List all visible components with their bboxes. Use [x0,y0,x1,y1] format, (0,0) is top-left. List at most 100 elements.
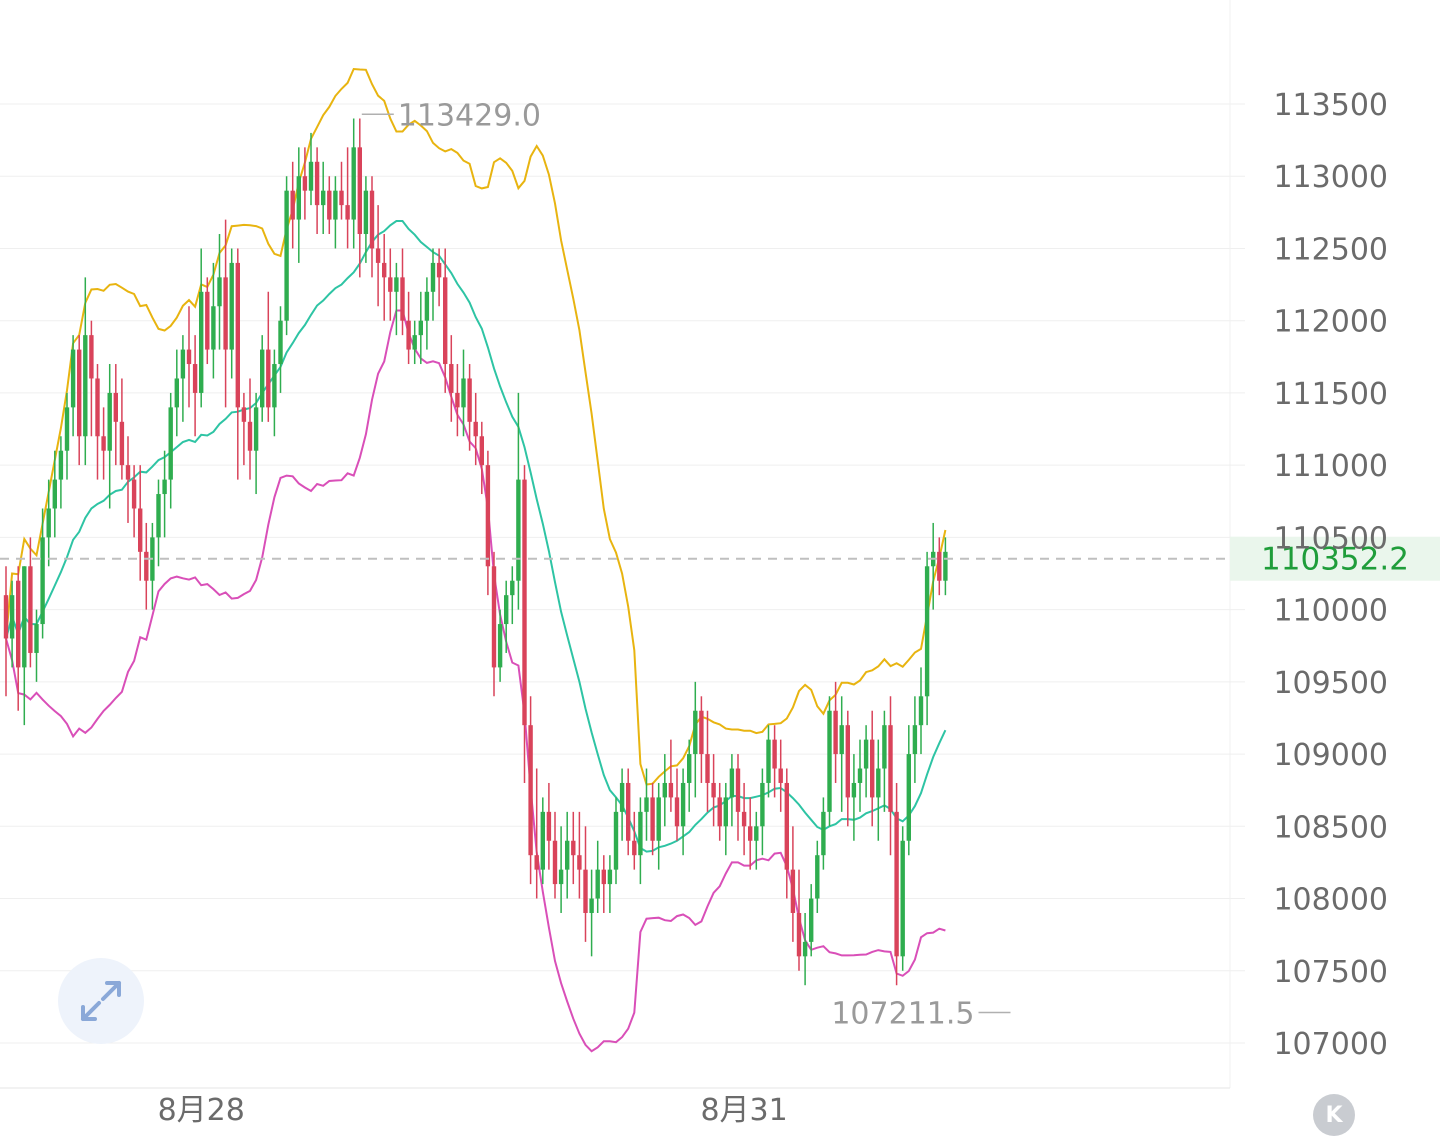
candle [455,364,460,437]
candle [333,176,338,249]
candle [735,754,741,841]
candle [327,176,332,235]
candle [894,782,899,986]
candle [52,450,57,538]
candle [650,782,655,856]
candle [9,580,15,668]
candle [77,335,82,466]
candle [680,768,686,856]
candle [461,349,466,437]
candle [34,609,39,682]
candle [150,522,155,610]
low-annotation-label: 107211.5 [831,996,974,1031]
candle [125,436,131,523]
candle [754,811,759,870]
candle [668,739,674,812]
candle [937,537,942,596]
candle [918,667,924,755]
candle [382,234,387,321]
candle [504,580,509,653]
y-tick-label-2: 112500 [1273,232,1388,267]
candle [772,725,777,798]
candle [266,291,271,422]
candle [174,349,179,437]
candle [522,465,527,783]
current-price-line: 110352.2 [0,536,1440,581]
candle [229,248,234,379]
candle [638,797,643,885]
candle [845,710,850,827]
candle [260,335,265,422]
candle [192,335,198,437]
candle [418,291,423,365]
expand-arrows-icon [81,981,121,1021]
candle [40,508,45,639]
candle [583,826,588,942]
candle [857,739,863,812]
candle [870,710,875,827]
candle [607,855,613,913]
candle [741,782,747,856]
y-tick-label-0: 113500 [1273,88,1388,123]
k-line-toggle-button[interactable]: K [1313,1094,1355,1136]
candle [162,450,167,538]
y-tick-label-13: 107000 [1273,1027,1388,1062]
candle [64,392,70,480]
y-tick-label-10: 108500 [1273,810,1388,845]
candle [70,335,76,437]
candle [796,869,802,971]
candle [833,681,838,783]
high-low-annotations: 113429.0 107211.5 [361,98,1011,1031]
candle [107,364,112,509]
candle [211,262,216,379]
candle [296,147,301,263]
bollinger-upper-line [5,67,947,786]
candle [412,320,417,365]
candle [449,335,454,422]
candle [89,320,94,437]
candle [363,176,369,263]
y-tick-label-3: 112000 [1273,305,1388,340]
current-price-label: 110352.2 [1261,542,1409,578]
candle [314,147,320,235]
y-tick-label-9: 109000 [1273,738,1388,773]
candle [802,912,808,986]
candle [400,248,405,336]
candle [369,176,375,278]
candle [851,754,857,841]
candle [766,725,771,798]
candle [912,696,918,783]
candle [253,392,259,495]
y-tick-label-12: 107500 [1273,955,1388,990]
candle [430,248,436,321]
candle [546,782,552,870]
candle [186,306,192,408]
candle [729,754,735,827]
candle [876,739,881,841]
candle [711,754,716,827]
candle [119,378,125,480]
candle [156,479,161,567]
candle [479,421,484,495]
candle [357,118,362,278]
candle [58,436,64,509]
candle [351,118,356,249]
candle [900,826,905,971]
candle [571,811,576,885]
candle [888,696,893,856]
candle [699,696,704,783]
candle [632,811,637,870]
candle [290,161,295,249]
candle [199,248,204,408]
expand-button[interactable] [58,958,144,1044]
grid-lines [0,0,1245,1089]
candle [644,768,649,841]
candle [278,306,283,393]
candle [485,450,491,596]
candle [662,754,667,827]
candle [101,407,106,480]
candle [693,681,698,798]
candle [217,234,222,350]
candle [436,248,442,307]
